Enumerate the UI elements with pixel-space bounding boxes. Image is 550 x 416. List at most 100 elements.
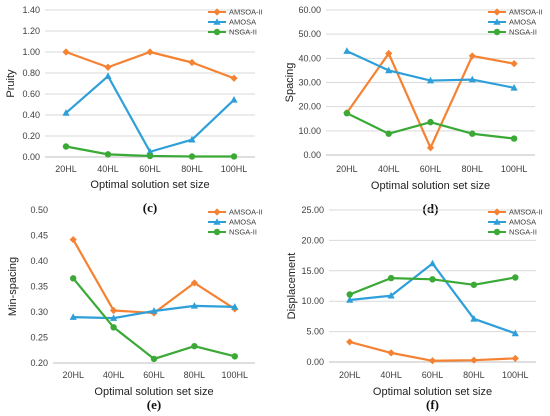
data-point [110,314,118,321]
data-point [343,47,351,54]
data-point [512,274,519,281]
series-line-amsoa-ii [65,50,235,80]
series-line-amsoa-ii [72,239,236,315]
y-tick-label: 1.00 [22,47,40,57]
y-tick-label: 1.40 [22,5,40,15]
y-axis-title: Spacing [284,63,296,103]
y-axis-title: Pruity [5,69,17,98]
x-tick-label: 40HL [380,370,402,380]
data-point [188,58,196,67]
data-point [510,60,518,68]
y-tick-label: 50.00 [298,29,321,39]
data-point [385,66,393,74]
data-point [104,63,112,71]
y-tick-label: 40.00 [298,53,321,63]
panel-label: (c) [143,200,157,215]
data-point [470,356,478,364]
data-point [468,75,476,83]
x-tick-label: 100HL [502,370,529,380]
legend-marker [493,208,501,216]
data-point [511,354,519,362]
panel-label: (e) [147,397,161,412]
data-point [146,147,154,155]
data-point [231,353,238,360]
panel-label: (f) [426,397,439,412]
x-tick-label: 60HL [422,370,444,380]
legend-marker [213,228,221,236]
x-tick-label: 40HL [97,164,119,174]
x-tick-label: 20HL [336,164,358,174]
x-tick-label: 20HL [55,164,77,174]
data-point [426,144,435,152]
chart-panel-4: 0.00 5.00 10.00 15.00 20.00 25.00 20HL 40HL 60HL… [286,205,543,412]
legend-marker [213,18,221,25]
data-point [343,109,351,117]
legend-marker [213,208,221,216]
legend-entry: AMSOA-II [509,208,543,217]
series-line-nsga-ii [346,112,515,140]
x-tick-label: 60HL [139,164,161,174]
legend-entry: NSGA-II [229,228,257,237]
x-axis-title: Optimal solution set size [94,386,213,398]
data-point [510,135,518,142]
y-axis-title: Min-spacing [7,257,19,316]
data-point [146,48,154,56]
legend-entry: NSGA-II [509,28,537,37]
x-tick-label: 80HL [463,370,485,380]
y-axis-title: Displacement [286,253,298,320]
y-tick-label: 0.40 [22,110,40,120]
x-tick-label: 80HL [181,164,203,174]
y-tick-label: 20.00 [301,235,324,245]
y-tick-label: 10.00 [301,296,324,306]
legend-entry: AMOSA [509,18,536,27]
x-tick-label: 100HL [222,370,249,380]
x-tick-label: 60HL [420,164,442,174]
data-point [104,72,112,79]
y-tick-label: 30.00 [298,78,321,88]
y-tick-label: 0.40 [30,256,48,266]
data-point [190,279,198,287]
data-point [468,52,476,60]
legend-entry: AMOSA [229,18,256,27]
data-point [230,153,238,160]
y-tick-label: 0.00 [22,152,40,162]
series-line-amsoa-ii [346,52,515,149]
data-point [230,74,238,82]
y-tick-label: 5.00 [306,327,324,337]
x-axis-title: Optimal solution set size [90,179,209,191]
x-tick-label: 40HL [103,370,125,380]
y-tick-label: 1.20 [22,26,40,36]
data-point [231,303,239,310]
y-tick-label: 0.20 [22,131,40,141]
legend-marker [213,218,221,225]
data-point [469,130,476,137]
data-point [150,355,158,363]
chart-panel-2: 0.00 10.00 20.00 30.00 40.00 50.00 60.00 20HL 40… [284,5,543,216]
data-point [62,109,70,116]
x-tick-label: 100HL [221,164,248,174]
legend-marker [213,8,221,16]
chart-panel-1: 0.00 0.20 0.40 0.60 0.80 1.00 1.20 1.40 20HL 40HL… [5,5,263,215]
data-point [150,307,158,314]
data-point [190,302,198,309]
legend-marker [493,18,501,25]
data-point [346,291,353,298]
data-point [110,324,117,331]
y-tick-label: 0.60 [22,89,40,99]
x-tick-label: 20HL [339,370,361,380]
x-tick-label: 60HL [143,370,165,380]
data-point [470,281,478,288]
data-point [387,291,395,299]
legend-entry: AMSOA-II [229,8,263,17]
y-tick-label: 0.50 [30,205,48,215]
y-tick-label: 0.80 [22,68,40,78]
data-point [69,313,77,320]
data-point [104,151,112,158]
chart-panel-3: 0.20 0.25 0.30 0.35 0.40 0.45 0.50 20HL 40HL 60HL… [7,205,263,412]
y-tick-label: 0.00 [303,150,321,160]
y-tick-label: 0.45 [30,231,48,241]
